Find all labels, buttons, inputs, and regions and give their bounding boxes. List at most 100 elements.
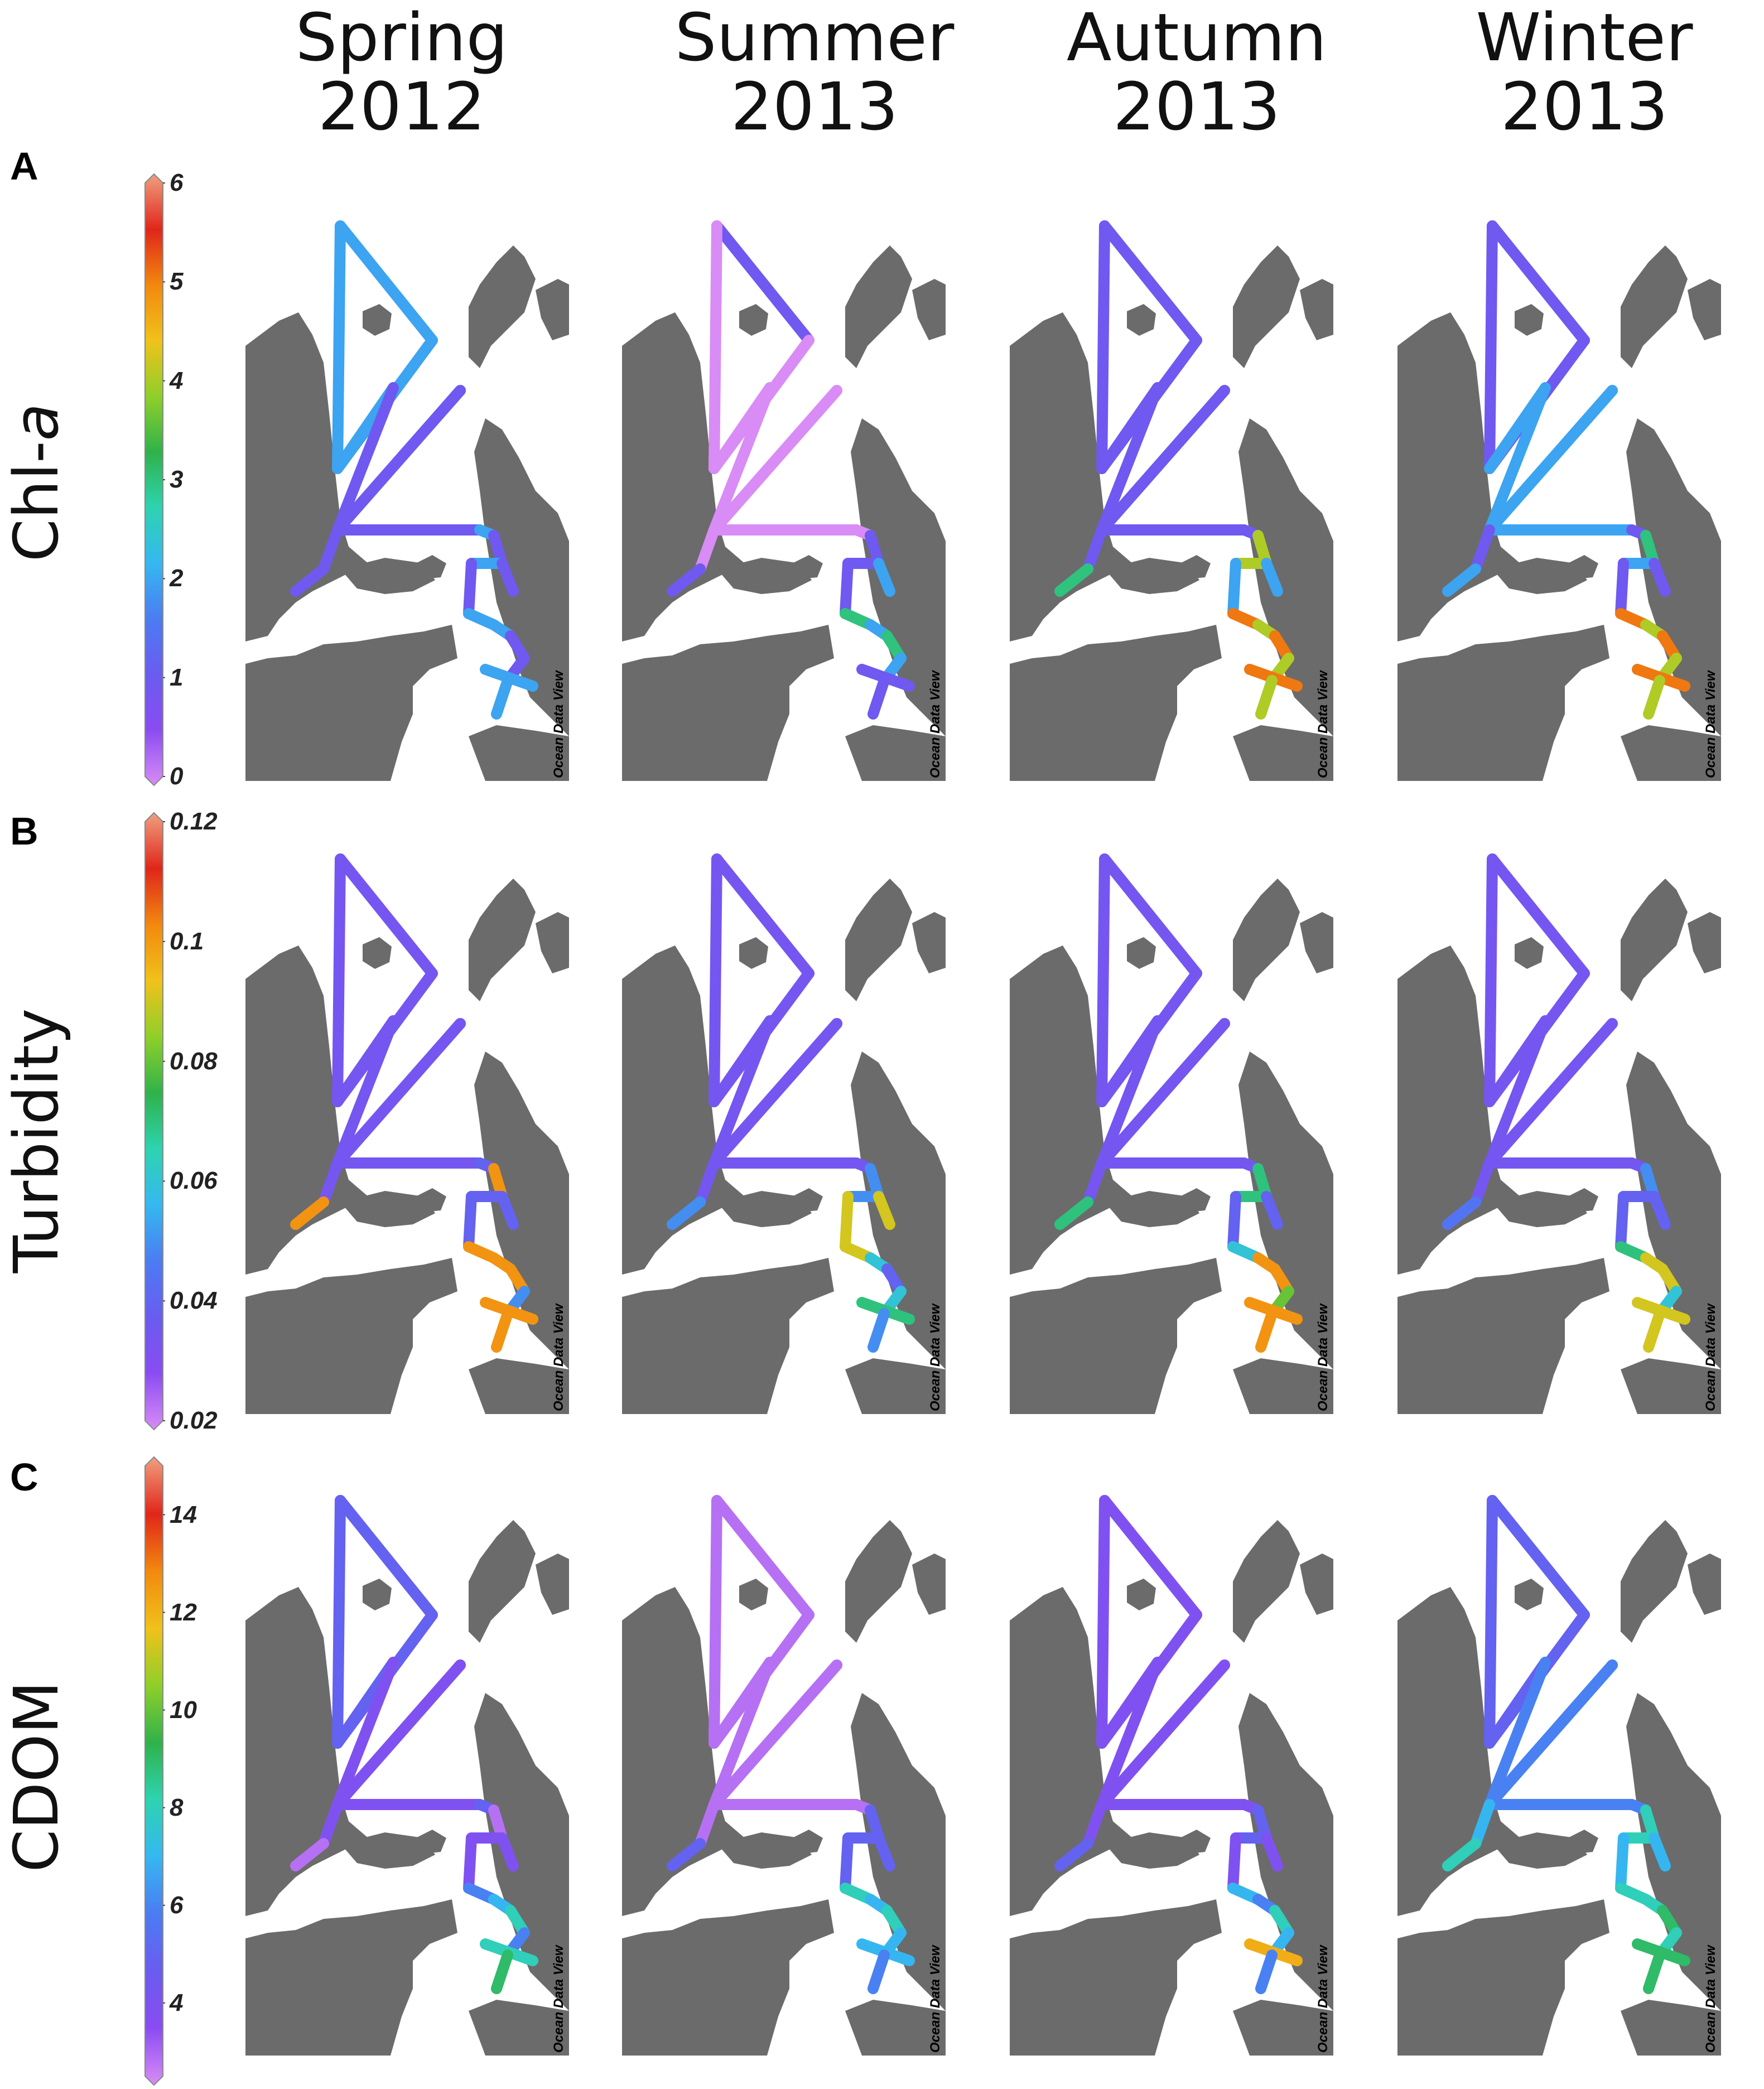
- land-shape: [340, 1832, 435, 1869]
- transect-segment: [1484, 1015, 1551, 1169]
- transect-segment: [695, 1157, 720, 1208]
- land-shape: [469, 725, 569, 781]
- transect-segment: [695, 1799, 720, 1849]
- colorbar-tick-label: 0.12: [170, 808, 218, 835]
- land-shape: [1105, 558, 1199, 594]
- land-shape: [1233, 2000, 1333, 2056]
- transect-segment: [1099, 1495, 1202, 1620]
- colorbar-tick-label: 14: [170, 1501, 197, 1528]
- ocean-data-view-watermark: Ocean Data View: [928, 1945, 943, 2053]
- transect-segment: [1099, 853, 1202, 979]
- transect-segment: [1255, 1308, 1278, 1353]
- land-shape: [739, 1579, 768, 1610]
- colorbar-tick-label: 2: [170, 565, 184, 592]
- transect-segment: [1643, 1308, 1665, 1353]
- land-shape: [1621, 725, 1721, 781]
- transect-segment: [1054, 563, 1093, 597]
- land-shape: [792, 555, 823, 579]
- transect-segment: [491, 1950, 513, 1994]
- transect-segment: [709, 385, 842, 535]
- transect-segment: [1484, 385, 1618, 535]
- transect-segment: [332, 220, 346, 474]
- transect-segment: [1096, 385, 1230, 535]
- land-shape: [469, 879, 536, 1001]
- map-svg: [1010, 1453, 1333, 2056]
- transect-segment: [1442, 1197, 1481, 1230]
- land-shape: [245, 1258, 457, 1414]
- transect-segment: [318, 1157, 343, 1208]
- map-panel-c-4: Ocean Data View: [1397, 1453, 1721, 2056]
- land-shape: [792, 1188, 823, 1212]
- land-shape: [1238, 418, 1333, 736]
- land-shape: [845, 879, 912, 1001]
- row-label-italic: a: [1, 403, 72, 441]
- land-shape: [739, 304, 768, 336]
- colorbar-tick-label: 0.04: [170, 1287, 218, 1315]
- column-year: 2012: [317, 68, 486, 145]
- land-shape: [416, 555, 446, 579]
- colorbar-tick-label: 1: [170, 663, 184, 691]
- map-svg: [245, 1453, 569, 2056]
- land-shape: [1621, 245, 1688, 368]
- transect-segment: [1484, 1495, 1498, 1749]
- transect-segment: [497, 1191, 519, 1230]
- transect-segment: [840, 558, 854, 619]
- ocean-data-view-watermark: Ocean Data View: [1315, 1304, 1331, 1411]
- transect-segment: [1643, 1950, 1665, 1994]
- land-shape: [1688, 912, 1721, 973]
- land-shape: [717, 558, 812, 594]
- transect-segment: [1484, 382, 1551, 535]
- transect-segment: [840, 1191, 854, 1252]
- ocean-data-view-watermark: Ocean Data View: [1315, 670, 1331, 778]
- land-shape: [845, 725, 946, 781]
- colorbar-gradient: [144, 1456, 163, 2086]
- transect-segment: [1484, 1018, 1618, 1169]
- land-shape: [1300, 279, 1333, 340]
- transect-segment: [1082, 1799, 1107, 1849]
- colorbar-tick-label: 4: [170, 1989, 184, 2016]
- transect-segment: [1487, 853, 1590, 979]
- transect-segment: [1649, 1191, 1671, 1230]
- transect-segment: [335, 853, 438, 979]
- land-shape: [912, 1554, 946, 1615]
- transect-segment: [1442, 563, 1481, 597]
- transect-segment: [335, 1495, 438, 1620]
- transect-segment: [1096, 1018, 1230, 1169]
- land-shape: [1127, 1579, 1156, 1610]
- land-shape: [1010, 945, 1132, 1275]
- land-shape: [1492, 1191, 1587, 1227]
- transect-segment: [497, 1832, 519, 1871]
- map-svg: [1397, 1453, 1721, 2056]
- land-shape: [340, 558, 435, 594]
- transect-segment: [1227, 1191, 1241, 1252]
- land-shape: [1515, 1579, 1544, 1610]
- land-shape: [340, 1191, 435, 1227]
- land-shape: [245, 625, 457, 781]
- map-svg: [622, 178, 946, 781]
- map-svg: [622, 1453, 946, 2056]
- transect-segment: [1096, 1015, 1163, 1169]
- land-shape: [363, 304, 392, 336]
- transect-segment: [491, 1308, 513, 1353]
- land-shape: [1397, 1587, 1520, 1916]
- land-shape: [363, 937, 392, 969]
- column-season: Autumn: [1066, 0, 1327, 76]
- colorbar-tick-label: 6: [170, 1891, 184, 1919]
- land-shape: [474, 1693, 569, 2011]
- land-shape: [1515, 937, 1544, 969]
- transect-segment: [1082, 524, 1107, 575]
- column-title-4: Winter 2013: [1389, 3, 1764, 141]
- colorbar-turbidity: [144, 812, 165, 1431]
- land-shape: [1621, 1520, 1688, 1643]
- colorbar-tick-label: 0.06: [170, 1167, 218, 1195]
- land-shape: [1515, 304, 1544, 336]
- transect-segment: [1261, 558, 1283, 597]
- transect-segment: [290, 1197, 329, 1230]
- map-panel-a-4: Ocean Data View: [1397, 178, 1721, 781]
- transect-segment: [711, 1495, 814, 1620]
- transect-segment: [1054, 1197, 1093, 1230]
- transect-segment: [1615, 558, 1629, 619]
- land-shape: [1180, 1188, 1211, 1212]
- colorbar-tick-label: 5: [170, 268, 184, 296]
- land-shape: [469, 1358, 569, 1414]
